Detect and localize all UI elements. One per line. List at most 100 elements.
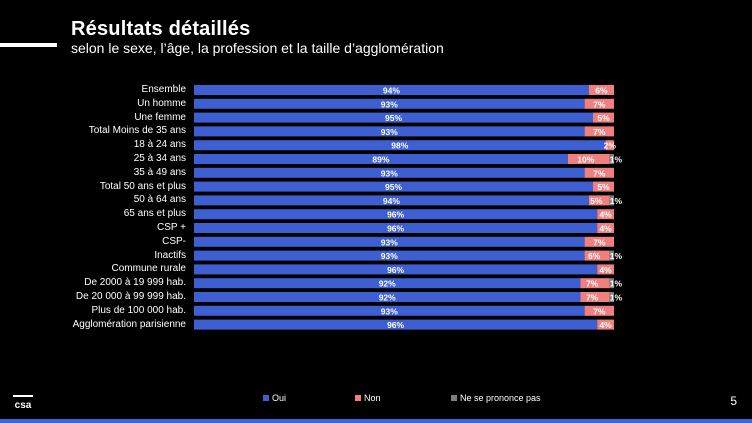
bar-segment-oui	[194, 236, 585, 247]
bar-segment-oui	[194, 319, 598, 330]
data-label-oui: 95%	[385, 182, 402, 192]
row-label: 35 à 49 ans	[133, 166, 186, 178]
data-label-oui: 93%	[381, 127, 398, 137]
bar-segment-nsp	[609, 278, 614, 289]
row-label: Une femme	[134, 111, 186, 123]
logo-text: csa	[15, 400, 32, 411]
bar-segment-non	[597, 264, 614, 275]
row-label: 65 ans et plus	[123, 208, 186, 220]
legend-item-nsp: Ne se prononce pas	[451, 393, 541, 403]
legend-swatch-non	[355, 395, 361, 401]
data-label-oui: 93%	[381, 99, 398, 109]
page-subtitle: selon le sexe, l’âge, la profession et l…	[71, 40, 444, 56]
data-label-non: 10%	[577, 155, 594, 165]
data-label-non: 7%	[586, 279, 599, 289]
bar-segment-non	[588, 85, 614, 95]
data-label-oui: 96%	[387, 210, 404, 220]
row-label: De 20 000 à 99 999 hab.	[75, 291, 186, 302]
bar-segment-oui	[194, 126, 585, 137]
csa-logo-icon: csa	[13, 395, 33, 411]
data-label-oui: 93%	[381, 168, 398, 178]
legend-label-oui: Oui	[272, 393, 287, 403]
row-label: De 2000 à 19 999 hab.	[84, 277, 186, 289]
bar-segment-non	[605, 140, 614, 151]
data-label-oui: 96%	[387, 265, 404, 275]
bar-segment-oui	[194, 250, 585, 261]
row-label: Total Moins de 35 ans	[88, 125, 186, 137]
row-label: Agglomération parisienne	[72, 318, 186, 330]
legend-swatch-nsp	[451, 395, 457, 401]
legend-item-oui: Oui	[263, 393, 286, 403]
bar-segment-oui	[194, 305, 585, 316]
row-label: 50 à 64 ans	[133, 194, 186, 206]
bar-segment-non	[597, 319, 614, 330]
data-label-nsp: 1%	[610, 155, 623, 165]
bar-segment-non	[593, 112, 614, 123]
data-label-oui: 94%	[383, 86, 400, 96]
bar-segment-oui	[194, 98, 585, 109]
data-label-oui: 93%	[381, 306, 398, 316]
data-label-nsp: 1%	[610, 251, 623, 261]
bar-segment-nsp	[609, 250, 614, 261]
row-label: CSP-	[162, 235, 186, 247]
bar-segment-oui	[194, 195, 589, 206]
bottom-accent-line	[0, 419, 752, 423]
row-label: Un homme	[137, 97, 186, 109]
bar-segment-non	[584, 236, 614, 247]
title-accent-bar	[0, 43, 57, 47]
data-label-non: 5%	[597, 182, 610, 192]
bar-segment-non	[567, 154, 610, 164]
bar-segment-non	[588, 195, 610, 206]
data-label-oui: 94%	[383, 196, 400, 206]
bar-segment-nsp	[609, 292, 614, 302]
data-label-non: 7%	[593, 99, 606, 109]
bar-segment-oui	[194, 112, 593, 123]
bar-segment-oui	[194, 278, 581, 289]
bar-segment-non	[593, 181, 614, 192]
bar-segment-non	[584, 305, 614, 316]
data-label-nsp: 1%	[610, 293, 623, 303]
bar-segment-non	[580, 278, 610, 289]
legend-label-non: Non	[364, 393, 381, 403]
row-label: 25 à 34 ans	[133, 153, 186, 164]
bar-segment-non	[597, 223, 614, 233]
page-title: Résultats détaillés	[71, 18, 251, 40]
data-label-non: 4%	[599, 320, 612, 330]
data-label-non: 7%	[593, 237, 606, 247]
page-number: 5	[730, 394, 737, 408]
data-label-non: 7%	[593, 306, 606, 316]
data-label-oui: 93%	[381, 237, 398, 247]
bar-segment-oui	[194, 292, 581, 302]
data-label-oui: 95%	[385, 113, 402, 123]
bar-segment-oui	[194, 140, 606, 151]
data-label-non: 7%	[586, 293, 599, 303]
bar-segment-oui	[194, 154, 568, 164]
bar-segment-nsp	[609, 154, 614, 164]
bar-segment-non	[584, 250, 610, 261]
data-label-oui: 93%	[381, 251, 398, 261]
bar-segment-non	[597, 209, 614, 220]
row-label: CSP +	[157, 222, 186, 233]
data-label-non: 7%	[593, 127, 606, 137]
data-label-non: 4%	[599, 265, 612, 275]
bar-segment-non	[584, 98, 614, 109]
bar-segment-non	[584, 167, 614, 178]
bar-segment-oui	[194, 223, 598, 233]
data-label-oui: 98%	[391, 141, 408, 151]
legend-label-nsp: Ne se prononce pas	[460, 393, 541, 403]
data-label-non: 4%	[599, 210, 612, 220]
data-label-non: 5%	[597, 113, 610, 123]
bar-segment-oui	[194, 85, 589, 95]
data-label-nsp: 1%	[610, 196, 623, 206]
data-label-non: 5%	[590, 196, 603, 206]
data-label-non: 7%	[593, 168, 606, 178]
data-label-non: 4%	[599, 224, 612, 234]
row-label: Plus de 100 000 hab.	[91, 304, 186, 316]
data-label-nsp: 1%	[610, 279, 623, 289]
legend-swatch-oui	[263, 395, 269, 401]
legend-item-non: Non	[355, 393, 381, 403]
row-label: Ensemble	[141, 84, 186, 95]
data-label-non: 6%	[588, 251, 601, 261]
data-label-oui: 92%	[379, 279, 396, 289]
